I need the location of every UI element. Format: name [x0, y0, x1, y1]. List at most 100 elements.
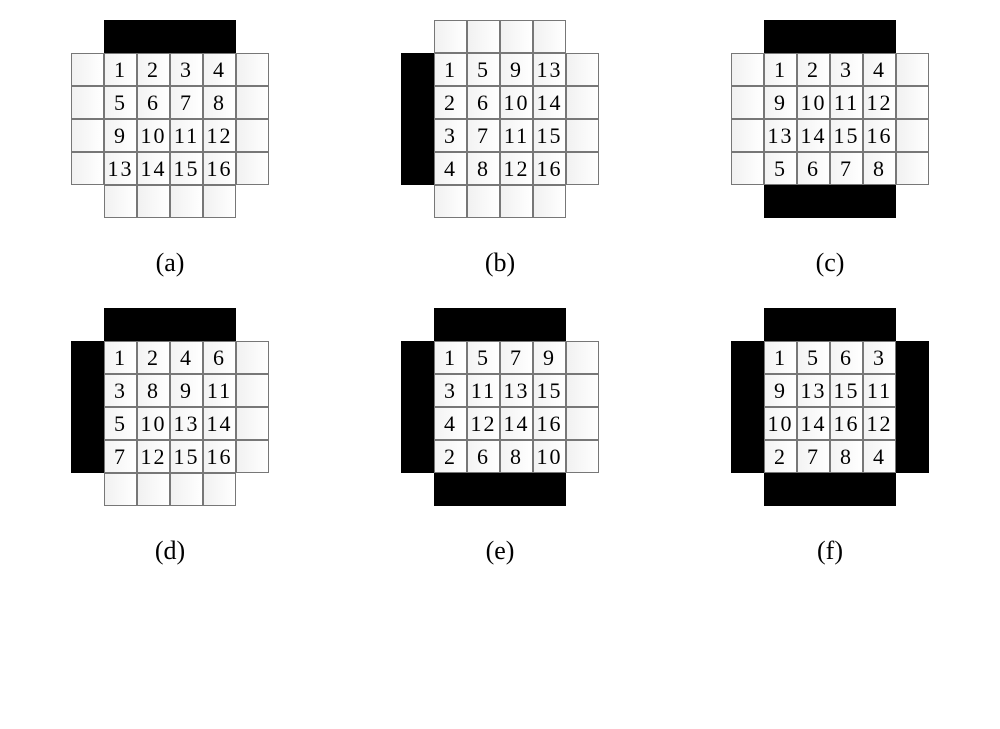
grid-cell-num: 5	[104, 407, 137, 440]
grid-cell-black	[401, 119, 434, 152]
grid-cell-empty	[731, 185, 764, 218]
grid-cell-num: 3	[170, 53, 203, 86]
grid-cell-black	[500, 308, 533, 341]
grid-cell-num: 7	[467, 119, 500, 152]
grid-cell-open	[236, 440, 269, 473]
grid-cell-open	[236, 374, 269, 407]
grid-cell-empty	[71, 473, 104, 506]
grid-cell-open	[896, 119, 929, 152]
grid-cell-open	[236, 86, 269, 119]
grid-cell-empty	[566, 185, 599, 218]
grid-cell-num: 12	[467, 407, 500, 440]
grid-cell-num: 12	[137, 440, 170, 473]
grid-cell-empty	[236, 308, 269, 341]
caption-d: (d)	[155, 536, 185, 566]
grid-cell-num: 10	[533, 440, 566, 473]
grid-cell-empty	[566, 20, 599, 53]
grid-cell-black	[401, 53, 434, 86]
grid-cell-black	[830, 308, 863, 341]
grid-cell-num: 10	[137, 407, 170, 440]
grid-cell-open	[500, 20, 533, 53]
grid-cell-black	[863, 185, 896, 218]
grid-cell-num: 12	[203, 119, 236, 152]
grid-cell-num: 14	[797, 119, 830, 152]
grid-cell-black	[467, 473, 500, 506]
grid-cell-num: 14	[500, 407, 533, 440]
grid-cell-black	[797, 308, 830, 341]
grid-cell-black	[401, 341, 434, 374]
grid-cell-open	[137, 185, 170, 218]
grid-cell-empty	[896, 308, 929, 341]
grid-cell-black	[533, 473, 566, 506]
grid-cell-empty	[896, 20, 929, 53]
grid-cell-num: 13	[533, 53, 566, 86]
grid-cell-open	[566, 119, 599, 152]
grid-cell-num: 8	[467, 152, 500, 185]
grid-cell-num: 7	[500, 341, 533, 374]
grid-cell-open	[170, 185, 203, 218]
grid-cell-black	[71, 374, 104, 407]
grid-cell-open	[533, 185, 566, 218]
grid-cell-num: 11	[830, 86, 863, 119]
grid-cell-open	[731, 86, 764, 119]
grid-cell-black	[830, 473, 863, 506]
grid-cell-open	[566, 86, 599, 119]
grid-cell-num: 10	[137, 119, 170, 152]
grid-cell-black	[533, 308, 566, 341]
grid-cell-num: 10	[764, 407, 797, 440]
grid-cell-black	[863, 20, 896, 53]
grid-cell-black	[401, 407, 434, 440]
grid-cell-open	[731, 152, 764, 185]
grid-cell-black	[896, 374, 929, 407]
grid-cell-num: 16	[533, 407, 566, 440]
grid-cell-open	[467, 185, 500, 218]
grid-cell-open	[137, 473, 170, 506]
grid-cell-num: 11	[170, 119, 203, 152]
grid-cell-open	[566, 341, 599, 374]
grid-cell-num: 6	[467, 86, 500, 119]
grid-cell-black	[830, 20, 863, 53]
grid-cell-num: 11	[467, 374, 500, 407]
grid-cell-num: 9	[500, 53, 533, 86]
grid-cell-black	[203, 20, 236, 53]
grid-cell-num: 6	[203, 341, 236, 374]
grid-cell-empty	[566, 473, 599, 506]
grid-cell-empty	[236, 20, 269, 53]
grid-cell-open	[104, 185, 137, 218]
grid-cell-black	[731, 374, 764, 407]
grid-cell-open	[896, 53, 929, 86]
grid-cell-open	[203, 185, 236, 218]
grid-cell-black	[401, 86, 434, 119]
grid-a: 12345678910111213141516	[71, 20, 269, 218]
grid-cell-num: 16	[830, 407, 863, 440]
grid-cell-num: 16	[533, 152, 566, 185]
grid-cell-empty	[401, 473, 434, 506]
grid-cell-num: 5	[467, 341, 500, 374]
grid-cell-empty	[71, 185, 104, 218]
grid-cell-black	[434, 308, 467, 341]
grid-cell-num: 15	[170, 152, 203, 185]
grid-cell-num: 4	[203, 53, 236, 86]
grid-cell-open	[533, 20, 566, 53]
grid-cell-open	[71, 86, 104, 119]
grid-cell-num: 11	[500, 119, 533, 152]
grid-cell-black	[764, 308, 797, 341]
grid-cell-num: 7	[170, 86, 203, 119]
grid-cell-empty	[236, 185, 269, 218]
grid-cell-num: 15	[830, 119, 863, 152]
grid-cell-open	[566, 374, 599, 407]
grid-cell-open	[236, 152, 269, 185]
grid-cell-black	[731, 341, 764, 374]
grid-cell-num: 16	[203, 152, 236, 185]
caption-a: (a)	[156, 248, 185, 278]
grid-cell-num: 13	[500, 374, 533, 407]
grid-cell-open	[434, 20, 467, 53]
grid-cell-num: 8	[863, 152, 896, 185]
grid-cell-num: 4	[434, 152, 467, 185]
grid-cell-num: 10	[500, 86, 533, 119]
grid-cell-open	[236, 341, 269, 374]
grid-cell-black	[764, 20, 797, 53]
grid-cell-empty	[731, 308, 764, 341]
grid-cell-num: 11	[863, 374, 896, 407]
grid-cell-empty	[401, 20, 434, 53]
